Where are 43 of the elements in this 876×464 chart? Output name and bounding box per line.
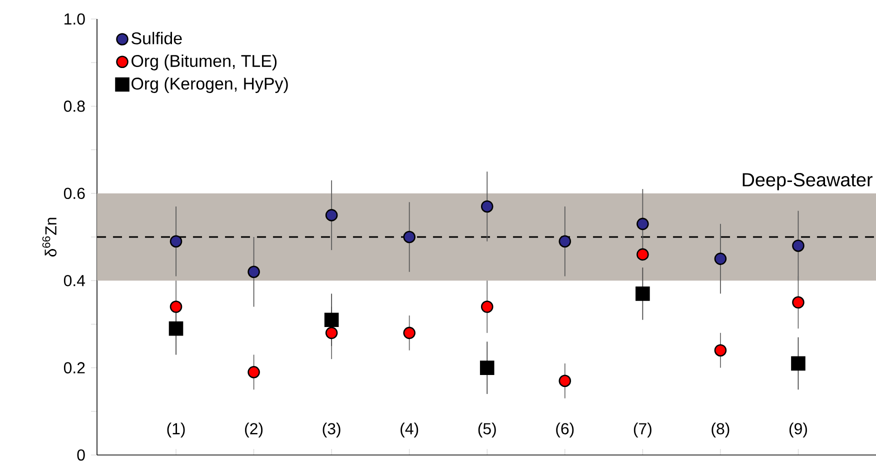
point [558, 374, 572, 388]
text: 1.0 [64, 13, 85, 25]
point [324, 312, 339, 327]
legend-label: Org (Kerogen, HyPy) [132, 77, 288, 93]
x-tick-label: (1) [167, 422, 185, 438]
band-label: Deep-Seawater [742, 173, 872, 190]
point [480, 200, 494, 213]
legend-label: Sulfide [132, 32, 182, 44]
point [248, 366, 260, 378]
x-tick-label: (3) [322, 422, 340, 438]
point [170, 235, 182, 248]
point [636, 248, 649, 261]
x-tick-label: (8) [712, 422, 730, 438]
point [636, 218, 649, 230]
y-tick-label: 0.2 [64, 362, 85, 374]
x-tick-label: (6) [556, 422, 574, 438]
point [791, 356, 806, 371]
legend-label: Org (Bitumen, TLE) [132, 54, 277, 70]
y-tick-label: 0 [77, 449, 85, 461]
x-tick-label: (5) [478, 422, 496, 438]
point [168, 321, 184, 336]
point [480, 300, 494, 313]
point [248, 266, 260, 278]
point [480, 360, 494, 375]
point [792, 240, 804, 252]
y-tick-label: 0.6 [64, 188, 85, 200]
y-tick-label: 0.8 [64, 100, 85, 112]
x-tick-label: (9) [789, 422, 807, 438]
point [325, 209, 338, 222]
point [170, 300, 182, 313]
y-tick-label: 0.4 [64, 274, 86, 286]
point [792, 296, 804, 309]
x-tick-label: (4) [400, 422, 418, 438]
point [558, 235, 572, 248]
point [714, 252, 727, 265]
point [714, 344, 727, 357]
point [403, 326, 416, 340]
point [403, 230, 416, 244]
point [636, 286, 650, 301]
x-tick-label: (7) [634, 422, 652, 438]
x-tick-label: (2) [245, 422, 263, 438]
point [325, 326, 338, 340]
y-axis-title: δ$^{66}$Zn [42, 218, 57, 257]
